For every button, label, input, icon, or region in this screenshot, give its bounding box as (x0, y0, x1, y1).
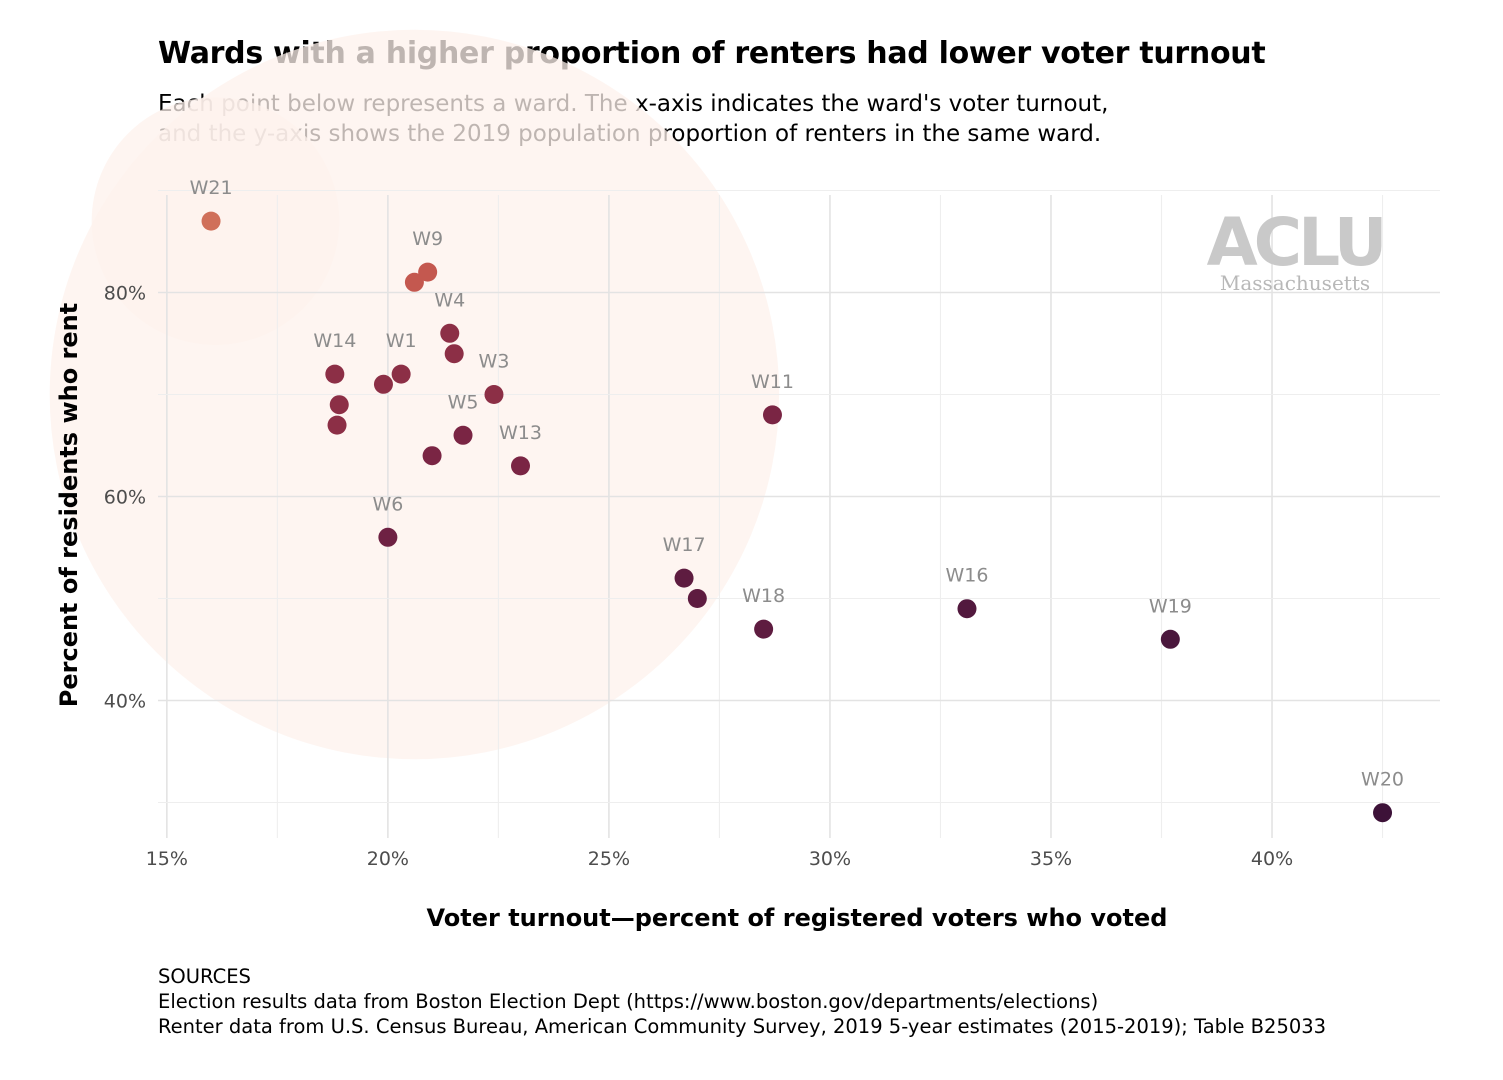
x-tick-label: 20% (367, 848, 409, 870)
data-point-w1 (391, 364, 411, 384)
data-point (329, 395, 349, 415)
data-point-w3 (484, 385, 504, 404)
data-point-w11 (762, 405, 782, 425)
data-point (404, 272, 424, 292)
data-point (444, 344, 464, 364)
x-axis-ticks: 15% 20% 25% 30% 35% 40% (146, 848, 1293, 870)
grid-lines (158, 189, 1440, 838)
point-label-w9: W9 (412, 228, 443, 250)
point-label-w1: W1 (386, 330, 417, 352)
logo-wordmark: ACLU (1207, 204, 1384, 281)
aclu-logo: ACLU Massachusetts (1207, 204, 1388, 295)
data-point-w13 (510, 456, 530, 476)
data-point (422, 446, 442, 466)
data-point-w20 (1373, 803, 1393, 823)
point-label-w14: W14 (313, 330, 356, 352)
x-tick-label: 30% (809, 848, 851, 870)
source-election: Election results data from Boston Electi… (158, 990, 1099, 1013)
point-label-w5: W5 (448, 391, 479, 413)
point-labels: W21 W9 W4 W14 W1 W3 W11 W5 W13 W6 W17 W18 W16 W19 W20 (190, 177, 1404, 791)
y-tick-label: 80% (104, 283, 146, 305)
data-point-w19 (1160, 629, 1180, 649)
point-label-w11: W11 (751, 371, 794, 393)
point-label-w6: W6 (372, 493, 403, 515)
point-label-w21: W21 (190, 177, 233, 199)
y-axis-title: Percent of residents who rent (55, 303, 83, 707)
point-label-w17: W17 (663, 534, 706, 556)
y-tick-label: 60% (104, 487, 146, 509)
y-axis-ticks: 40% 60% 80% (104, 283, 146, 713)
source-census: Renter data from U.S. Census Bureau, Ame… (158, 1015, 1327, 1038)
data-point-w9 (418, 262, 438, 282)
data-point (687, 589, 707, 608)
data-point-w18 (754, 619, 774, 639)
logo-subtitle: Massachusetts (1220, 271, 1370, 295)
point-label-w4: W4 (434, 289, 465, 311)
point-label-w3: W3 (479, 351, 510, 373)
x-tick-label: 25% (588, 848, 630, 870)
point-label-w18: W18 (742, 585, 785, 607)
x-tick-label: 15% (146, 848, 188, 870)
point-label-w13: W13 (499, 422, 542, 444)
data-point-w21 (201, 211, 221, 231)
point-label-w19: W19 (1149, 595, 1192, 617)
y-tick-label: 40% (104, 691, 146, 713)
data-point-w14 (325, 364, 345, 384)
data-point-w6 (378, 527, 398, 547)
data-point (373, 374, 393, 394)
x-tick-label: 40% (1251, 848, 1293, 870)
data-point-w5 (453, 425, 473, 445)
data-point (327, 415, 347, 435)
data-points (201, 211, 1393, 823)
data-point-w4 (440, 323, 460, 343)
point-label-w16: W16 (946, 565, 989, 587)
x-tick-label: 35% (1030, 848, 1072, 870)
x-axis-title: Voter turnout—percent of registered vote… (427, 904, 1168, 932)
data-point-w17 (674, 568, 694, 588)
sources-note: SOURCES Election results data from Bosto… (158, 964, 1326, 1039)
sources-heading: SOURCES (158, 965, 251, 988)
data-point-w16 (957, 599, 977, 619)
point-label-w20: W20 (1361, 769, 1404, 791)
